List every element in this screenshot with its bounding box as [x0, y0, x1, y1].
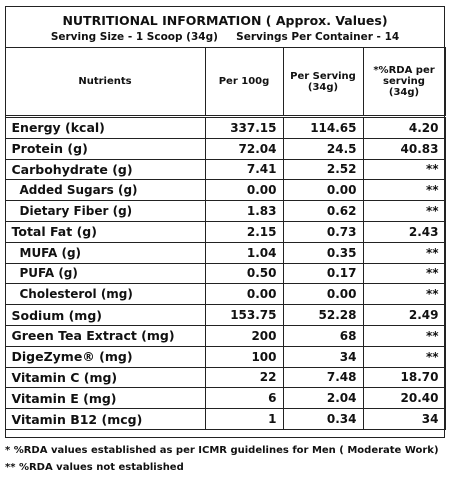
- value-cell: 0.34: [282, 408, 364, 430]
- nutrient-name: Vitamin B12 (mcg): [4, 408, 206, 430]
- table-row: Vitamin E (mg) 6 2.04 20.40: [4, 387, 446, 410]
- title: NUTRITIONAL INFORMATION ( Approx. Values…: [62, 13, 388, 28]
- value-cell: 153.75: [204, 304, 284, 326]
- value-cell: 1.83: [204, 200, 284, 222]
- label-box: NUTRITIONAL INFORMATION ( Approx. Values…: [4, 6, 446, 438]
- value-cell: **: [362, 179, 446, 202]
- value-cell: **: [362, 241, 446, 264]
- footnote: ** %RDA values not established: [5, 462, 184, 473]
- nutrient-name: DigeZyme® (mg): [4, 345, 206, 368]
- table-row: Sodium (mg) 153.75 52.28 2.49: [4, 304, 446, 326]
- value-cell: 2.49: [362, 304, 446, 326]
- table-row: Cholesterol (mg) 0.00 0.00 **: [4, 283, 446, 306]
- table-row: Protein (g) 72.04 24.5 40.83: [4, 137, 446, 160]
- value-cell: 7.48: [282, 366, 364, 389]
- table-row: Dietary Fiber (g) 1.83 0.62 **: [4, 200, 446, 222]
- table-row: Vitamin C (mg) 22 7.48 18.70: [4, 366, 446, 389]
- nutrient-name: Dietary Fiber (g): [4, 200, 206, 222]
- value-cell: 4.20: [362, 116, 446, 139]
- value-cell: 337.15: [204, 116, 284, 139]
- value-cell: 24.5: [282, 137, 364, 160]
- table-body: Energy (kcal) 337.15 114.65 4.20 Protein (g)…: [4, 116, 446, 430]
- value-cell: 34: [282, 345, 364, 368]
- nutrient-name: Vitamin E (mg): [4, 387, 206, 410]
- value-cell: 20.40: [362, 387, 446, 410]
- value-cell: 34: [362, 408, 446, 430]
- table-row: Added Sugars (g) 0.00 0.00 **: [4, 179, 446, 202]
- table-row: DigeZyme® (mg) 100 34 **: [4, 345, 446, 368]
- value-cell: **: [362, 345, 446, 368]
- value-cell: 18.70: [362, 366, 446, 389]
- value-cell: 0.00: [204, 179, 284, 202]
- value-cell: 0.00: [282, 179, 364, 202]
- value-cell: 40.83: [362, 137, 446, 160]
- value-cell: 7.41: [204, 158, 284, 181]
- value-cell: 2.15: [204, 220, 284, 243]
- column-header: *%RDA per serving (34g): [362, 47, 446, 118]
- value-cell: 52.28: [282, 304, 364, 326]
- value-cell: 6: [204, 387, 284, 410]
- nutrient-name: Energy (kcal): [4, 116, 206, 139]
- value-cell: **: [362, 262, 446, 285]
- value-cell: **: [362, 324, 446, 347]
- table-row: Total Fat (g) 2.15 0.73 2.43: [4, 220, 446, 243]
- nutrient-name: Vitamin C (mg): [4, 366, 206, 389]
- value-cell: **: [362, 200, 446, 222]
- value-cell: 0.00: [282, 283, 364, 306]
- value-cell: 0.00: [204, 283, 284, 306]
- nutrient-name: Carbohydrate (g): [4, 158, 206, 181]
- value-cell: **: [362, 158, 446, 181]
- value-cell: 0.50: [204, 262, 284, 285]
- column-header: Nutrients: [4, 47, 206, 118]
- table-row: Carbohydrate (g) 7.41 2.52 **: [4, 158, 446, 181]
- value-cell: 114.65: [282, 116, 364, 139]
- value-cell: 200: [204, 324, 284, 347]
- column-header: Per Serving (34g): [282, 47, 364, 118]
- value-cell: 0.62: [282, 200, 364, 222]
- value-cell: 0.73: [282, 220, 364, 243]
- nutrition-table: Nutrients Per 100g Per Serving (34g) *%RDA …: [4, 47, 446, 430]
- table-row: Vitamin B12 (mcg) 1 0.34 34: [4, 408, 446, 430]
- header-row: Nutrients Per 100g Per Serving (34g) *%RDA …: [4, 47, 446, 118]
- nutrient-name: Sodium (mg): [4, 304, 206, 326]
- nutrient-name: PUFA (g): [4, 262, 206, 285]
- table-row: PUFA (g) 0.50 0.17 **: [4, 262, 446, 285]
- nutrient-name: Cholesterol (mg): [4, 283, 206, 306]
- value-cell: **: [362, 283, 446, 306]
- nutrient-name: Green Tea Extract (mg): [4, 324, 206, 347]
- column-header: Per 100g: [204, 47, 284, 118]
- footnote: * %RDA values established as per ICMR gu…: [5, 445, 439, 456]
- table-row: MUFA (g) 1.04 0.35 **: [4, 241, 446, 264]
- table-row: Green Tea Extract (mg) 200 68 **: [4, 324, 446, 347]
- value-cell: 1: [204, 408, 284, 430]
- value-cell: 72.04: [204, 137, 284, 160]
- value-cell: 1.04: [204, 241, 284, 264]
- value-cell: 0.17: [282, 262, 364, 285]
- nutrient-name: Added Sugars (g): [4, 179, 206, 202]
- nutrient-name: Protein (g): [4, 137, 206, 160]
- nutrient-name: Total Fat (g): [4, 220, 206, 243]
- nutrient-name: MUFA (g): [4, 241, 206, 264]
- value-cell: 68: [282, 324, 364, 347]
- value-cell: 100: [204, 345, 284, 368]
- value-cell: 22: [204, 366, 284, 389]
- value-cell: 2.52: [282, 158, 364, 181]
- value-cell: 2.43: [362, 220, 446, 243]
- value-cell: 0.35: [282, 241, 364, 264]
- serving-info: Serving Size - 1 Scoop (34g) Servings Pe…: [50, 31, 400, 43]
- value-cell: 2.04: [282, 387, 364, 410]
- table-row: Energy (kcal) 337.15 114.65 4.20: [4, 116, 446, 139]
